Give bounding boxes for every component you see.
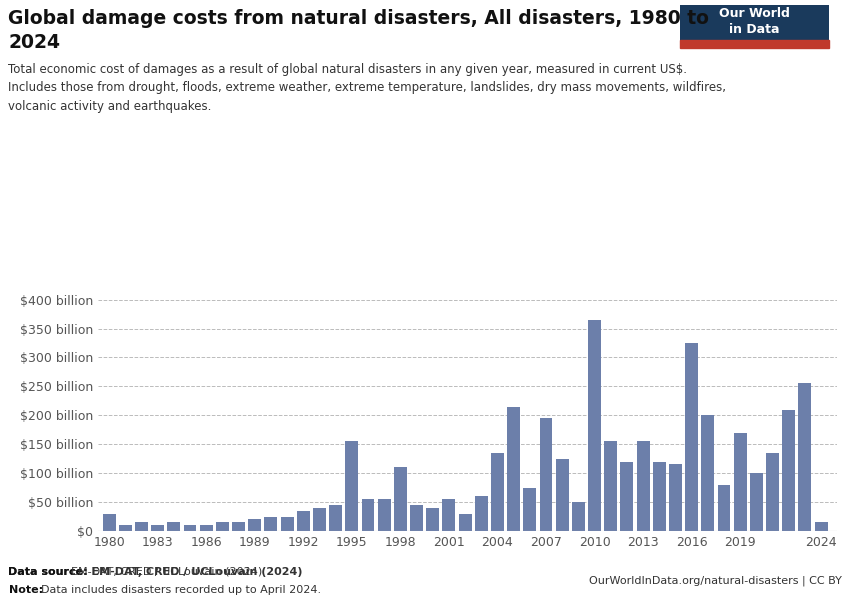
Bar bbox=[200, 525, 212, 531]
Bar bbox=[345, 442, 358, 531]
Bar bbox=[637, 442, 649, 531]
Bar bbox=[798, 383, 812, 531]
Bar bbox=[653, 461, 666, 531]
Text: Data source: EM-DAT, CRED / UCLouvain (2024): Data source: EM-DAT, CRED / UCLouvain (2… bbox=[8, 567, 303, 577]
Bar bbox=[264, 517, 277, 531]
Bar bbox=[151, 525, 164, 531]
Bar bbox=[766, 453, 779, 531]
Bar bbox=[540, 418, 552, 531]
Bar bbox=[750, 473, 762, 531]
Bar bbox=[814, 523, 828, 531]
Bar bbox=[119, 525, 132, 531]
Text: EM-DAT, CRED / UCLouvain (2024): EM-DAT, CRED / UCLouvain (2024) bbox=[71, 567, 262, 577]
Bar bbox=[507, 407, 520, 531]
Bar bbox=[184, 525, 196, 531]
Bar bbox=[232, 523, 245, 531]
Bar bbox=[329, 505, 342, 531]
Bar bbox=[426, 508, 439, 531]
Bar bbox=[167, 523, 180, 531]
Text: Our World
in Data: Our World in Data bbox=[719, 7, 790, 36]
Bar bbox=[216, 523, 229, 531]
Bar bbox=[701, 415, 714, 531]
Bar bbox=[297, 511, 309, 531]
Bar bbox=[442, 499, 456, 531]
Bar bbox=[491, 453, 504, 531]
Bar bbox=[620, 461, 633, 531]
Text: Note:: Note: bbox=[8, 585, 42, 595]
Bar bbox=[734, 433, 746, 531]
Bar bbox=[556, 458, 569, 531]
Bar bbox=[459, 514, 472, 531]
Bar bbox=[717, 485, 730, 531]
Bar bbox=[377, 499, 391, 531]
Bar bbox=[685, 343, 698, 531]
Bar bbox=[410, 505, 423, 531]
Bar bbox=[572, 502, 585, 531]
Bar bbox=[669, 464, 682, 531]
Bar bbox=[361, 499, 375, 531]
Bar bbox=[524, 488, 536, 531]
Text: Global damage costs from natural disasters, All disasters, 1980 to: Global damage costs from natural disaste… bbox=[8, 9, 710, 28]
Bar bbox=[280, 517, 293, 531]
Text: OurWorldInData.org/natural-disasters | CC BY: OurWorldInData.org/natural-disasters | C… bbox=[588, 576, 842, 587]
Bar bbox=[475, 496, 488, 531]
Text: Data includes disasters recorded up to April 2024.: Data includes disasters recorded up to A… bbox=[41, 585, 321, 595]
Bar bbox=[248, 520, 261, 531]
Bar bbox=[313, 508, 326, 531]
Bar bbox=[604, 442, 617, 531]
Bar bbox=[394, 467, 407, 531]
Bar bbox=[782, 409, 796, 531]
Text: Data source:: Data source: bbox=[8, 567, 88, 577]
Bar bbox=[135, 523, 148, 531]
Bar bbox=[680, 40, 829, 48]
Bar bbox=[103, 514, 116, 531]
Bar bbox=[588, 320, 601, 531]
Text: Total economic cost of damages as a result of global natural disasters in any gi: Total economic cost of damages as a resu… bbox=[8, 63, 727, 113]
Text: 2024: 2024 bbox=[8, 33, 60, 52]
